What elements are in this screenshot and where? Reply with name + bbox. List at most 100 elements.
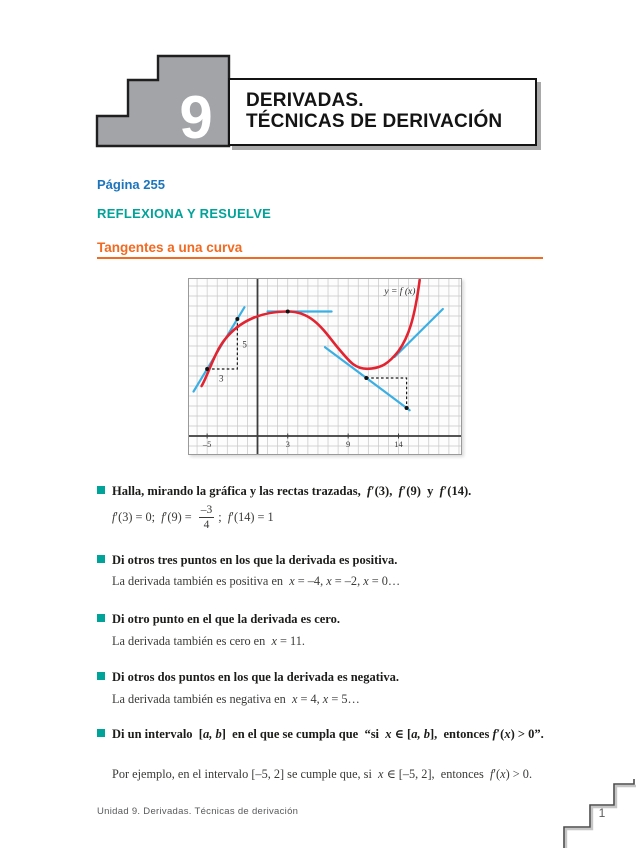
text-segment: ′(14). bbox=[443, 484, 472, 498]
stair-outline bbox=[563, 779, 635, 848]
text-segment: ′(9) y bbox=[402, 484, 440, 498]
text-segment: Di otro punto en el que la derivada es c… bbox=[112, 612, 341, 626]
math-italic-segment: f bbox=[366, 484, 372, 498]
text-segment: Di otros tres puntos en los que la deriv… bbox=[112, 553, 398, 567]
text-segment: ′(3), bbox=[371, 484, 399, 498]
answer-line-2: La derivada también es positiva en x = –… bbox=[112, 573, 552, 589]
text-segment: ′( bbox=[496, 727, 505, 741]
tangent-line bbox=[393, 307, 444, 359]
section-heading: REFLEXIONA Y RESUELVE bbox=[97, 206, 272, 221]
text-segment: ], entonces bbox=[429, 727, 493, 741]
text-segment: = 5… bbox=[328, 692, 360, 706]
text-segment: ∈ [ bbox=[391, 727, 412, 741]
text-segment: ] en el que se cumpla que “si bbox=[221, 727, 386, 741]
math-italic-segment: x bbox=[326, 574, 332, 588]
fraction-denominator: 4 bbox=[203, 518, 210, 531]
x-tick-label: 3 bbox=[286, 439, 290, 449]
question-prompt: Di otro punto en el que la derivada es c… bbox=[112, 610, 547, 628]
bullet-square-icon bbox=[97, 614, 105, 622]
point-dot bbox=[404, 406, 409, 410]
question-block-2: Di otros tres puntos en los que la deriv… bbox=[97, 551, 547, 569]
math-italic-segment: x bbox=[291, 692, 298, 706]
page-number: 1 bbox=[598, 806, 606, 820]
text-segment: La derivada también es negativa en bbox=[112, 692, 292, 706]
math-italic-segment: a, b bbox=[411, 727, 430, 741]
fraction: –3 4 bbox=[198, 503, 215, 531]
slope-triangle-dashes bbox=[207, 319, 238, 370]
text-segment: ′(9) = bbox=[164, 510, 195, 524]
slope-triangle-dashes bbox=[366, 377, 408, 408]
answer-line-1: f′(3) = 0; f′(9) = –3 4 ; f′(14) = 1 bbox=[112, 503, 552, 531]
text-segment: ) > 0. bbox=[505, 767, 533, 781]
answer-line-5: Por ejemplo, en el intervalo [–5, 2] se … bbox=[112, 766, 552, 782]
text-segment: ′( bbox=[493, 767, 501, 781]
footer-stair-graphic bbox=[563, 779, 636, 848]
text-segment: La derivada también es positiva en bbox=[112, 574, 290, 588]
point-dot bbox=[285, 309, 290, 314]
chapter-title-box: DERIVADAS. TÉCNICAS DE DERIVACIÓN bbox=[228, 78, 537, 146]
question-block-4: Di otros dos puntos en los que la deriva… bbox=[97, 668, 547, 686]
chapter-title-line1: DERIVADAS. bbox=[246, 90, 364, 111]
chapter-number: 9 bbox=[179, 84, 212, 149]
text-segment: = 4, bbox=[297, 692, 323, 706]
text-segment: ; bbox=[218, 510, 228, 524]
curve-label: y = f (x) bbox=[383, 286, 415, 297]
text-segment: = –2, bbox=[331, 574, 364, 588]
function-graph-figure: –5 3 9 14 3 5 y = f (x) bbox=[188, 278, 462, 455]
question-block-1: Halla, mirando la gráfica y las rectas t… bbox=[97, 482, 547, 500]
function-curve bbox=[200, 278, 421, 388]
math-italic-segment: f bbox=[161, 510, 165, 524]
point-dot bbox=[205, 367, 210, 371]
math-italic-segment: f bbox=[492, 727, 497, 741]
chapter-title-line2: TÉCNICAS DE DERIVACIÓN bbox=[246, 111, 503, 132]
answer-line-4: La derivada también es negativa en x = 4… bbox=[112, 691, 552, 707]
math-italic-segment: x bbox=[378, 767, 384, 781]
footer-unit-title: Unidad 9. Derivadas. Técnicas de derivac… bbox=[97, 806, 299, 817]
rise-label: 5 bbox=[242, 340, 247, 350]
stair-shadow bbox=[564, 784, 636, 848]
fraction-numerator: –3 bbox=[198, 503, 215, 518]
math-italic-segment: x bbox=[289, 574, 295, 588]
bullet-square-icon bbox=[97, 486, 105, 494]
math-italic-segment: f bbox=[439, 484, 444, 498]
math-italic-segment: f bbox=[489, 767, 494, 781]
answer-math-post: ; f′(14) = 1 bbox=[218, 509, 273, 525]
math-italic-segment: a, b bbox=[202, 727, 222, 741]
text-segment: ′(3) = 0; bbox=[115, 510, 162, 524]
bullet-square-icon bbox=[97, 729, 105, 737]
math-italic-segment: f bbox=[398, 484, 403, 498]
text-segment: ) > 0”. bbox=[510, 727, 544, 741]
chapter-stair-graphic: 9 bbox=[95, 54, 231, 149]
bullet-square-icon bbox=[97, 555, 105, 563]
function-graph-svg: –5 3 9 14 3 5 y = f (x) bbox=[188, 278, 462, 455]
math-italic-segment: x bbox=[504, 727, 511, 741]
text-segment: ∈ [–5, 2], entonces bbox=[383, 767, 490, 781]
question-block-5: Di un intervalo [a, b] en el que se cump… bbox=[97, 725, 547, 743]
question-prompt: Di otros tres puntos en los que la deriv… bbox=[112, 551, 547, 569]
text-segment: = 0… bbox=[368, 574, 401, 588]
text-segment: Por ejemplo, en el intervalo [–5, 2] se … bbox=[112, 767, 379, 781]
question-prompt: Di un intervalo [a, b] en el que se cump… bbox=[112, 725, 547, 743]
text-segment: Di un intervalo [ bbox=[112, 727, 203, 741]
text-segment: = –4, bbox=[294, 574, 327, 588]
math-italic-segment: f bbox=[227, 510, 232, 524]
bullet-square-icon bbox=[97, 672, 105, 680]
answer-line-3: La derivada también es cero en x = 11. bbox=[112, 633, 552, 649]
math-italic-segment: x bbox=[322, 692, 329, 706]
question-prompt: Halla, mirando la gráfica y las rectas t… bbox=[112, 482, 547, 500]
answer-math-pre: f′(3) = 0; f′(9) = bbox=[112, 509, 195, 525]
point-dot bbox=[235, 317, 240, 321]
math-italic-segment: f bbox=[112, 510, 116, 524]
x-tick-label: 14 bbox=[394, 439, 403, 449]
text-segment: Halla, mirando la gráfica y las rectas t… bbox=[112, 484, 367, 498]
run-label: 3 bbox=[219, 374, 224, 384]
point-dot bbox=[364, 376, 369, 380]
text-segment: = 11. bbox=[276, 634, 305, 648]
math-italic-segment: x bbox=[385, 727, 392, 741]
math-italic-segment: x bbox=[271, 634, 277, 648]
subsection-heading: Tangentes a una curva bbox=[97, 240, 243, 255]
text-segment: La derivada también es cero en bbox=[112, 634, 272, 648]
question-prompt: Di otros dos puntos en los que la deriva… bbox=[112, 668, 547, 686]
math-italic-segment: x bbox=[363, 574, 369, 588]
graph-frame bbox=[188, 278, 462, 455]
